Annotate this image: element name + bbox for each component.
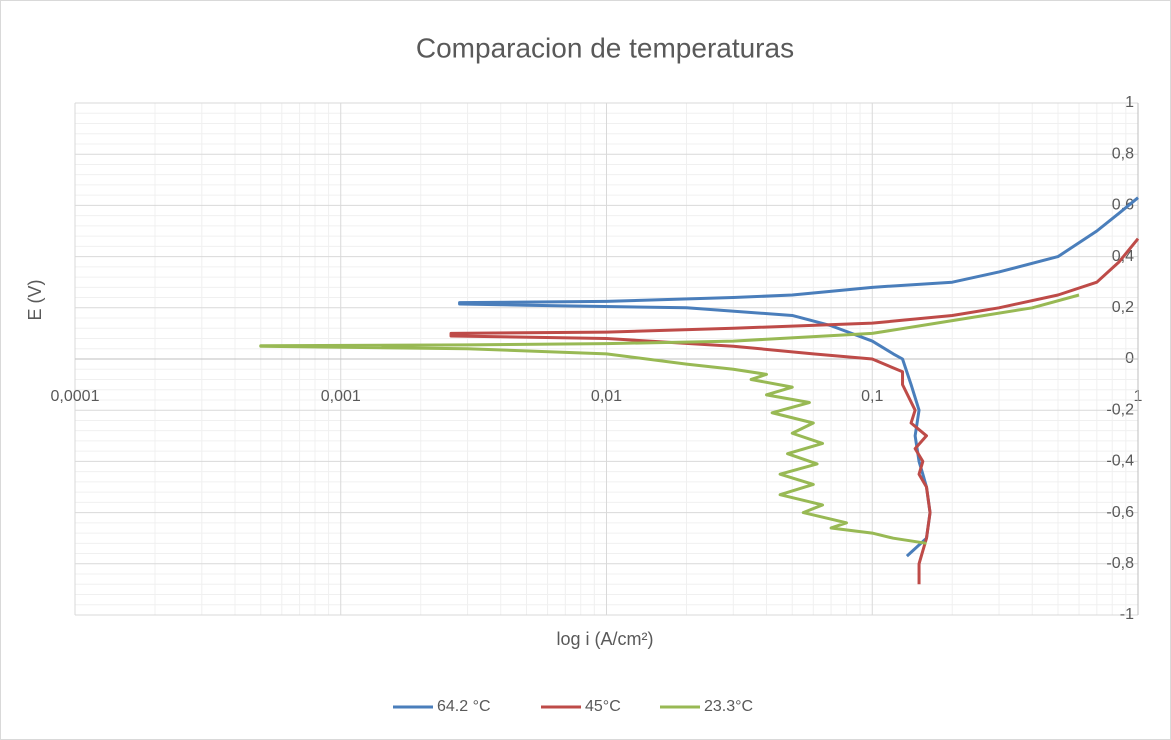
series-line	[449, 237, 1140, 585]
legend-item: 64.2 °C	[393, 698, 491, 715]
x-tick-label: 0,001	[321, 388, 361, 405]
y-tick-label: 0,8	[1112, 145, 1134, 162]
legend-label: 45°C	[585, 698, 621, 715]
y-tick-label: -0,4	[1106, 453, 1134, 470]
y-axis-title: E (V)	[25, 279, 45, 320]
y-tick-label: -0,8	[1106, 555, 1134, 572]
series-line	[259, 293, 1080, 545]
y-tick-label: 0,6	[1112, 197, 1134, 214]
y-tick-label: 0,2	[1112, 299, 1134, 316]
x-tick-label: 0,0001	[51, 388, 100, 405]
legend-item: 23.3°C	[660, 698, 753, 715]
x-axis-title: log i (A/cm²)	[556, 629, 653, 649]
x-tick-label: 0,01	[591, 388, 622, 405]
legend-label: 64.2 °C	[437, 698, 491, 715]
legend-label: 23.3°C	[704, 698, 753, 715]
y-tick-label: 1	[1125, 94, 1134, 111]
y-tick-label: -0,2	[1106, 401, 1134, 418]
chart-title: Comparacion de temperaturas	[416, 32, 794, 63]
legend-item: 45°C	[541, 698, 621, 715]
x-tick-label: 0,1	[861, 388, 883, 405]
y-tick-label: -0,6	[1106, 504, 1134, 521]
y-tick-label: -1	[1120, 606, 1134, 623]
